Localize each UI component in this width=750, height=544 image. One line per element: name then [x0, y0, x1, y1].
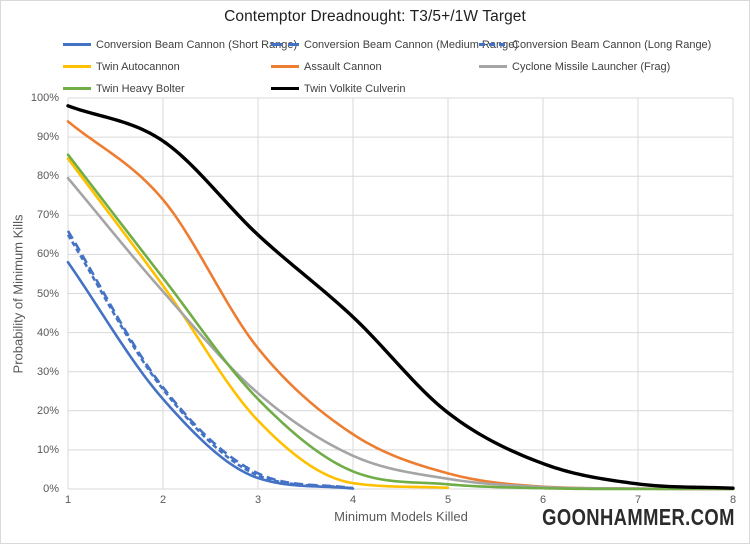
legend-label: Twin Heavy Bolter	[96, 82, 185, 95]
y-tick-label: 10%	[36, 443, 59, 456]
legend-item: Cyclone Missile Launcher (Frag)	[479, 58, 729, 75]
chart-title: Contemptor Dreadnought: T3/5+/1W Target	[224, 8, 526, 25]
legend-item: Twin Heavy Bolter	[63, 80, 271, 97]
legend-item: Twin Volkite Culverin	[271, 80, 479, 97]
x-tick-label: 3	[254, 494, 262, 506]
gridlines	[67, 97, 734, 490]
plot-area	[66, 97, 735, 491]
legend-label: Conversion Beam Cannon (Short Range)	[96, 38, 298, 51]
legend-swatch	[271, 65, 299, 68]
legend-label: Conversion Beam Cannon (Long Range)	[512, 38, 712, 51]
legend-swatch	[63, 65, 91, 68]
legend-swatch	[479, 43, 507, 46]
y-tick-label: 20%	[36, 404, 59, 417]
y-tick-label: 70%	[36, 209, 59, 222]
y-axis-title: Probability of Minimum Kills	[10, 214, 26, 374]
y-tick-label: 90%	[36, 131, 59, 144]
y-tick-label: 80%	[36, 170, 59, 183]
legend-label: Cyclone Missile Launcher (Frag)	[512, 60, 671, 73]
y-tick-label: 30%	[36, 365, 59, 378]
legend: Conversion Beam Cannon (Short Range) Conv…	[63, 36, 735, 97]
x-tick-label: 2	[159, 494, 167, 506]
series-line	[66, 176, 735, 491]
x-tick-label: 6	[539, 494, 547, 506]
legend-label: Assault Cannon	[304, 60, 382, 73]
series-lines	[66, 104, 735, 491]
y-tick-label: 100%	[30, 92, 59, 104]
legend-label: Twin Volkite Culverin	[304, 82, 406, 95]
series-line	[66, 104, 735, 490]
x-tick-label: 5	[444, 494, 452, 506]
legend-item: Conversion Beam Cannon (Short Range)	[63, 36, 297, 53]
legend-swatch	[271, 87, 299, 90]
legend-swatch	[479, 65, 507, 68]
series-line	[66, 260, 355, 490]
legend-item: Assault Cannon	[271, 58, 479, 75]
legend-swatch	[63, 43, 91, 46]
x-tick-label: 4	[349, 494, 357, 506]
legend-swatch	[63, 87, 91, 90]
y-tick-label: 60%	[36, 248, 59, 261]
legend-item: Conversion Beam Cannon (Long Range)	[479, 36, 729, 53]
y-tick-label: 50%	[36, 287, 59, 300]
y-tick-label: 0%	[43, 483, 59, 495]
watermark-goonhammer: GOONHAMMER.COM	[542, 504, 735, 530]
x-axis-title: Minimum Models Killed	[334, 509, 468, 524]
y-tick-label: 40%	[36, 326, 59, 339]
series-line	[66, 153, 735, 491]
legend-item: Conversion Beam Cannon (Medium Range)	[271, 36, 518, 53]
x-tick-label: 1	[64, 494, 72, 506]
series-line	[66, 157, 450, 490]
legend-label: Conversion Beam Cannon (Medium Range)	[304, 38, 518, 51]
legend-label: Twin Autocannon	[96, 60, 180, 73]
legend-swatch	[271, 43, 299, 46]
legend-item: Twin Autocannon	[63, 58, 271, 75]
x-tick-label: 8	[729, 494, 737, 506]
series-line	[66, 230, 354, 490]
series-line	[66, 234, 354, 490]
x-tick-label: 7	[634, 494, 642, 506]
